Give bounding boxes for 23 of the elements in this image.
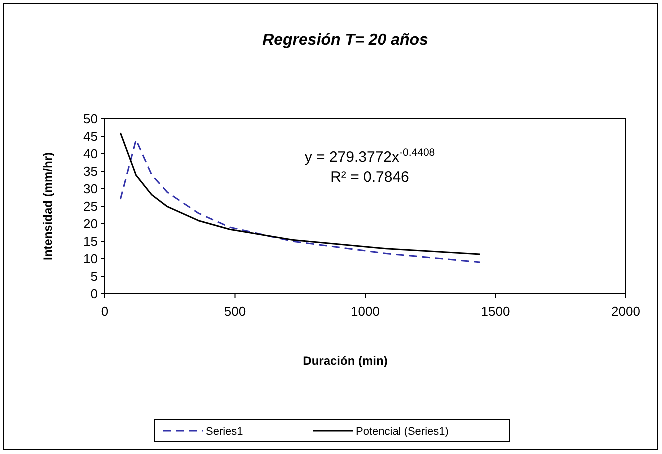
x-axis-title: Duración (min) bbox=[303, 354, 388, 368]
y-tick-label: 20 bbox=[84, 216, 98, 232]
x-tick-label: 500 bbox=[224, 304, 246, 319]
y-tick-label: 35 bbox=[84, 164, 98, 179]
chart-title: Regresión T= 20 años bbox=[262, 32, 429, 49]
y-axis-title: Intensidad (mm/hr) bbox=[41, 152, 55, 261]
x-tick-label: 2000 bbox=[612, 304, 640, 319]
annotation: y = 279.3772x$^{-0.4408}$ bbox=[304, 147, 436, 166]
annotation: R² = 0.7846 bbox=[330, 169, 410, 186]
y-tick-label: 50 bbox=[84, 112, 98, 126]
y-tick-label: 0 bbox=[90, 286, 98, 302]
x-tick-label: 1500 bbox=[481, 304, 510, 319]
y-tick-label: 40 bbox=[84, 146, 98, 162]
y-tick-label: 5 bbox=[90, 269, 98, 284]
legend-label: Series1 bbox=[206, 426, 244, 438]
y-tick-label: 30 bbox=[84, 182, 98, 196]
y-tick-label: 45 bbox=[84, 129, 98, 144]
legend-label: Potencial (Series1) bbox=[356, 426, 449, 438]
x-tick-label: 1000 bbox=[351, 304, 380, 319]
x-tick-label: 0 bbox=[101, 304, 109, 319]
y-tick-label: 25 bbox=[84, 199, 98, 214]
y-tick-label: 10 bbox=[84, 252, 98, 266]
y-tick-label: 15 bbox=[84, 234, 98, 249]
